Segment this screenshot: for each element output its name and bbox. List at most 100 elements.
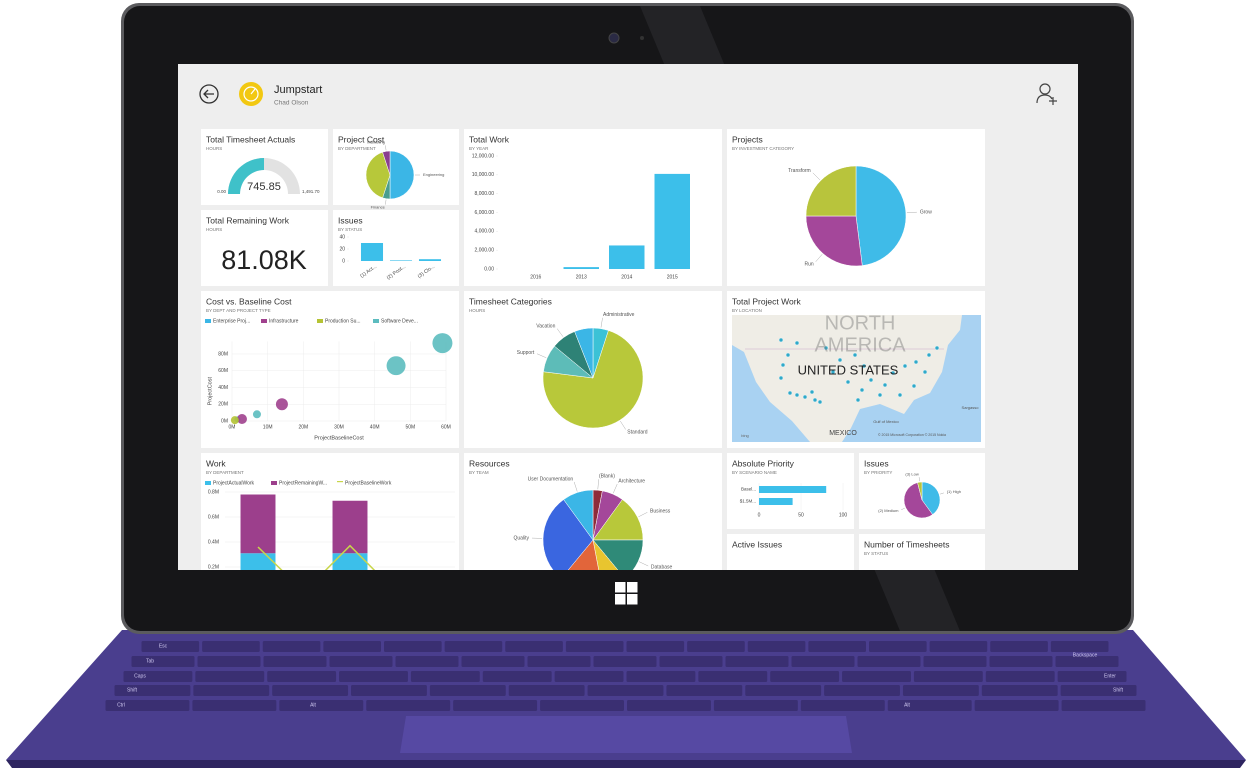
map-location — [855, 397, 861, 403]
back-circle — [199, 84, 219, 104]
back-button[interactable] — [199, 84, 219, 104]
key — [279, 700, 364, 711]
key-label: Backspace — [1073, 652, 1098, 658]
pie-slice — [805, 165, 857, 217]
tile-subtitle: HOURS — [206, 146, 222, 151]
bar — [654, 173, 690, 269]
y-tick-label: 0.8M — [208, 489, 219, 495]
y-tick-label: 40M — [218, 385, 228, 391]
key-label: Shift — [127, 687, 138, 693]
key — [123, 671, 193, 682]
key — [745, 685, 822, 696]
windows-logo — [627, 582, 638, 593]
pie-label: Finance — [371, 205, 386, 210]
key — [351, 685, 427, 696]
pie-leader — [638, 512, 648, 518]
keyboard-keys: Esc Tab Caps Shift Ctrl Alt Alt Enter Shift Backs… — [105, 641, 1146, 711]
key — [974, 700, 1059, 711]
bar — [609, 245, 645, 269]
bar — [360, 243, 384, 261]
key — [902, 685, 979, 696]
pie-slice — [921, 481, 941, 515]
key — [262, 641, 321, 652]
map-label: bing — [741, 433, 749, 438]
map-location — [845, 379, 851, 385]
legend-swatch — [337, 481, 343, 483]
map-location — [897, 392, 903, 398]
user-head — [1039, 83, 1051, 95]
key — [1061, 700, 1146, 711]
y-axis-label: ProjectCost — [207, 377, 213, 406]
key — [272, 685, 349, 696]
tile-title: Projects — [732, 134, 763, 144]
x-tick-label: 100 — [839, 512, 848, 518]
key — [1055, 656, 1119, 667]
key — [913, 671, 983, 682]
pie-leader — [536, 353, 547, 358]
map-label: AMERICA — [814, 334, 906, 356]
x-tick-label: 0M — [229, 424, 236, 430]
screen: Jumpstart Chad Olson Total Timesheet Act… — [178, 64, 1078, 571]
key — [202, 641, 260, 652]
windows-button[interactable] — [615, 582, 638, 605]
key — [725, 656, 789, 667]
map-location — [913, 359, 919, 365]
map-land — [732, 315, 962, 442]
y-tick-label: 8,000.00 — [475, 191, 495, 197]
map-location — [902, 363, 908, 369]
tile-subtitle: BY TEAM — [469, 470, 489, 475]
key — [131, 656, 195, 667]
map-location — [852, 352, 858, 358]
gauge-max-label: 1,491.70 — [302, 189, 320, 194]
dashboard-title: Jumpstart — [274, 84, 322, 96]
key — [395, 656, 459, 667]
pie-label: (Blank) — [599, 474, 615, 480]
tile-subtitle: BY YEAR — [469, 146, 489, 151]
pie-label: Database — [651, 565, 673, 571]
key — [985, 671, 1055, 682]
map-location — [812, 397, 818, 403]
pie-leader — [620, 420, 626, 430]
bubble — [230, 416, 239, 425]
legend-swatch — [261, 319, 267, 323]
key — [808, 641, 866, 652]
tile-subtitle: BY DEPARTMENT — [206, 470, 244, 475]
map-location — [778, 375, 784, 381]
pie-slice — [574, 327, 594, 379]
key — [923, 656, 987, 667]
key — [626, 641, 685, 652]
keyboard-edge — [6, 760, 1246, 768]
pie-label: Architecture — [618, 479, 645, 485]
add-user-button[interactable] — [1036, 83, 1057, 105]
legend-swatch — [205, 319, 211, 323]
pie-leader — [639, 561, 649, 567]
map-location — [794, 340, 800, 346]
tile-subtitle: HOURS — [469, 308, 485, 313]
y-tick-label: 0.00 — [484, 266, 494, 272]
map-location — [926, 352, 932, 358]
key-label: Tab — [146, 658, 154, 664]
key — [339, 671, 408, 682]
tile-title: Absolute Priority — [732, 458, 795, 468]
x-tick-label: 2014 — [621, 274, 632, 280]
pie-leader — [918, 477, 920, 482]
tile-title: Project Cost — [338, 134, 385, 144]
map-location — [830, 369, 836, 375]
key-label: Shift — [1113, 687, 1124, 693]
key — [593, 656, 657, 667]
x-tick-label: 30M — [334, 424, 344, 430]
y-tick-label: 4,000.00 — [475, 229, 495, 235]
tile-subtitle: BY STATUS — [864, 551, 888, 556]
legend-label: Infrastructure — [269, 318, 299, 324]
x-tick-label: 2016 — [530, 274, 541, 280]
y-tick-label: 0.6M — [208, 514, 219, 520]
x-tick-label: 50M — [405, 424, 415, 430]
tile-subtitle: BY SCENARIO NAME — [732, 470, 777, 475]
map-location — [823, 345, 829, 351]
map-location — [882, 382, 888, 388]
key — [990, 641, 1048, 652]
bubble — [252, 410, 261, 419]
y-tick-label: 6,000.00 — [475, 210, 495, 216]
